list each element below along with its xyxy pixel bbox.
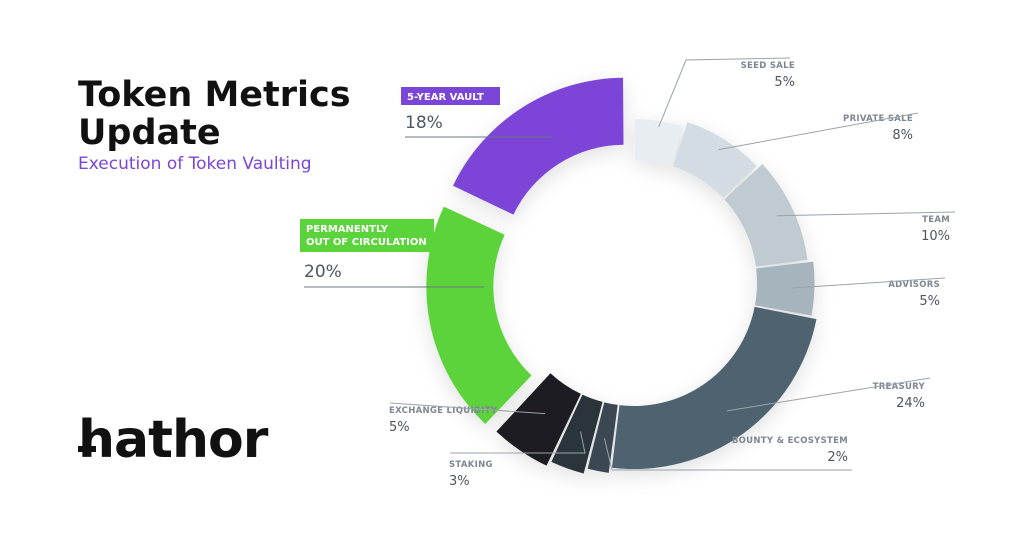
leader-staking [450, 431, 586, 454]
label-name-bounty-ecosystem: BOUNTY & ECOSYSTEM [732, 436, 848, 446]
slice-private-sale [672, 122, 757, 199]
label-value-private-sale: 8% [892, 128, 913, 143]
leader-bounty-ecosystem [603, 438, 852, 471]
tag-permanently-out-of-circulation-tag-text-2: OUT OF CIRCULATION [306, 237, 427, 248]
logo-text: hathor [78, 410, 268, 470]
label-value-team: 10% [921, 229, 950, 244]
label-name-exchange-liquidity: EXCHANGE LIQUIDITY [389, 406, 498, 416]
tag-5-year-vault-tag-text-1: 5-YEAR VAULT [407, 92, 484, 103]
page-subtitle: Execution of Token Vaulting [78, 154, 312, 174]
slice-bounty-ecosystem [587, 402, 618, 473]
tag-5-year-vault-tag [401, 87, 500, 105]
label-name-staking: STAKING [449, 460, 493, 470]
label-name-team: TEAM [922, 215, 950, 225]
label-name-advisors: ADVISORS [888, 280, 940, 290]
leader-exchange-liquidity [389, 402, 546, 415]
leader-treasury [726, 377, 931, 412]
label-value-permanently-out-of-circulation: 20% [304, 262, 342, 282]
label-name-seed-sale: SEED SALE [741, 61, 795, 71]
slice-5-year-vault [453, 77, 624, 215]
title-line-2: Update [78, 113, 221, 153]
logo-bar-mark [78, 446, 96, 452]
label-value-treasury: 24% [896, 396, 925, 411]
label-name-private-sale: PRIVATE SALE [843, 114, 913, 124]
leader-seed-sale [658, 57, 791, 128]
slice-team [724, 164, 808, 267]
hathor-logo: hathor [78, 410, 268, 470]
leader-team [776, 211, 956, 217]
slice-exchange-liquidity [496, 373, 581, 466]
label-value-advisors: 5% [919, 294, 940, 309]
tag-permanently-out-of-circulation-tag [300, 219, 434, 252]
slice-seed-sale [634, 119, 684, 166]
leader-private-sale [718, 112, 919, 151]
title-line-1: Token Metrics [78, 75, 351, 115]
label-value-exchange-liquidity: 5% [389, 420, 410, 435]
tag-permanently-out-of-circulation-tag-text-1: PERMANENTLY [306, 224, 389, 235]
label-name-treasury: TREASURY [873, 382, 926, 392]
page-title: Token Metrics Update [78, 76, 398, 152]
slice-staking [551, 394, 603, 474]
slice-advisors [754, 261, 815, 316]
slice-permanently-out-of-circulation [426, 206, 532, 424]
label-value-bounty-ecosystem: 2% [827, 450, 848, 465]
label-value-staking: 3% [449, 474, 470, 489]
label-value-seed-sale: 5% [774, 75, 795, 90]
leader-advisors [791, 277, 946, 289]
slice-treasury [611, 306, 817, 469]
label-value-5-year-vault: 18% [405, 113, 443, 133]
